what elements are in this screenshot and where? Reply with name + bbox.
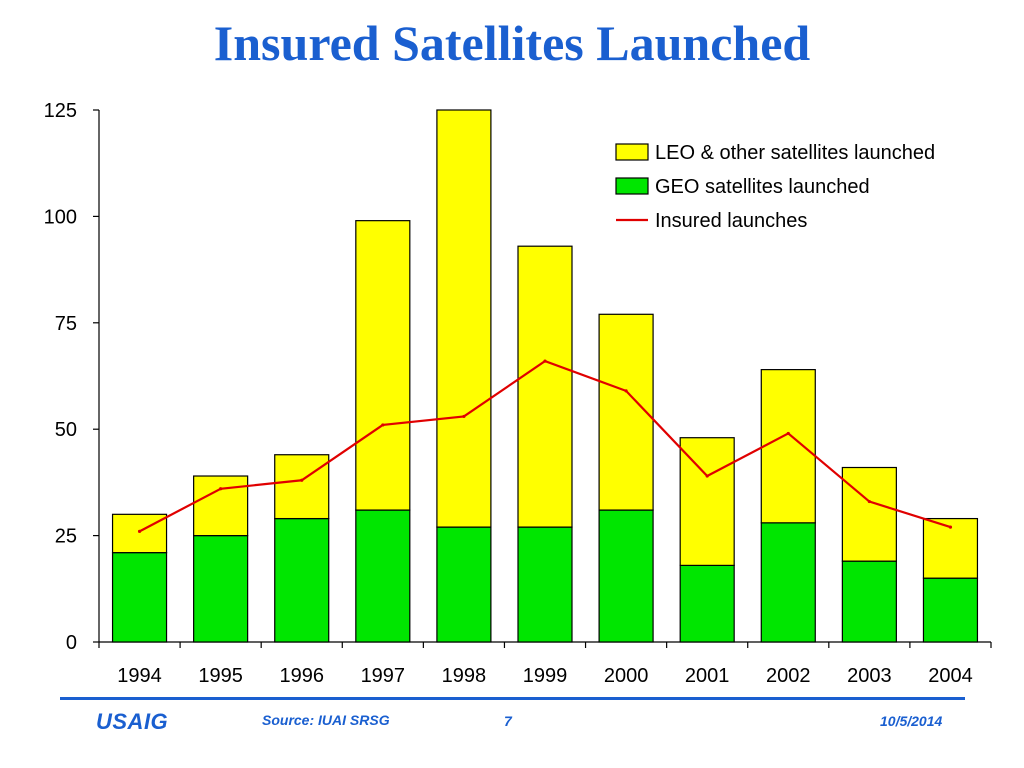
x-tick-label: 2003: [847, 665, 892, 687]
bar-segment: [760, 522, 816, 643]
footer-divider: [60, 697, 965, 700]
stacked-bar-chart: 0 25 50 75 100 125 1994 1995 1996 1997 1998 1999 200…: [44, 100, 992, 687]
bar-segment: [760, 369, 816, 524]
bar-segment: [517, 245, 573, 528]
line-point: [705, 474, 709, 478]
legend-swatch: [615, 177, 649, 195]
plot-area: 0 25 50 75 100 125 1994 1995 1996 1997 1998 1999 200…: [44, 100, 992, 687]
bar-segment: [436, 109, 492, 528]
source-note: Source: IUAI SRSG: [262, 712, 390, 728]
line-point: [137, 529, 142, 533]
line-point: [543, 359, 547, 363]
x-tick-label: 1996: [279, 665, 324, 687]
legend-label: Insured launches: [655, 210, 807, 232]
bar-segment: [436, 526, 492, 643]
legend-swatch: [615, 143, 649, 161]
y-tick-label: 50: [55, 419, 77, 441]
y-tick-label: 25: [55, 526, 77, 548]
y-tick-label: 125: [44, 100, 77, 122]
line-point: [219, 487, 223, 491]
line-point: [381, 423, 385, 427]
bar-segment: [111, 552, 168, 643]
company-logo: USAIG: [96, 709, 169, 734]
x-tick-label: 1995: [198, 665, 243, 687]
bar-segment: [517, 526, 573, 643]
y-tick-label: 100: [44, 206, 77, 228]
bar-segment: [679, 437, 735, 566]
bar-segment: [111, 513, 168, 554]
bar-segment: [679, 564, 735, 643]
legend: LEO & other satellites launched GEO satel…: [615, 142, 935, 232]
legend-label: GEO satellites launched: [655, 176, 870, 198]
line-point: [867, 499, 871, 504]
x-tick-label: 1994: [117, 665, 162, 687]
bar-segment: [841, 466, 897, 562]
x-tick-label: 1997: [361, 665, 406, 687]
bar-segment: [841, 560, 897, 643]
line-point: [624, 389, 628, 393]
line-point: [300, 478, 304, 482]
page-title: Insured Satellites Launched: [213, 15, 811, 71]
x-tick-label: 2004: [928, 665, 973, 687]
bar-segment: [274, 454, 330, 520]
x-tick-label: 2002: [766, 665, 811, 687]
page-number: 7: [504, 713, 512, 729]
bar-segment: [355, 509, 411, 643]
legend-label: LEO & other satellites launched: [655, 142, 935, 164]
slide-date: 10/5/2014: [880, 713, 943, 729]
x-tick-label: 2001: [685, 665, 730, 687]
bar-segment: [598, 509, 654, 643]
bar-segment: [598, 313, 654, 511]
x-tick-label: 1998: [442, 665, 487, 687]
bar-segment: [193, 534, 249, 643]
y-tick-label: 75: [55, 313, 77, 335]
y-tick-label: 0: [66, 632, 77, 654]
line-point: [948, 525, 953, 529]
x-tick-label: 2000: [604, 665, 649, 687]
bar-segment: [355, 220, 411, 511]
bar-segment: [193, 475, 249, 537]
x-tick-label: 1999: [523, 665, 568, 687]
line-point: [786, 431, 790, 436]
bar-segment: [922, 577, 979, 643]
line-point: [462, 414, 466, 419]
bar-segment: [274, 517, 330, 643]
